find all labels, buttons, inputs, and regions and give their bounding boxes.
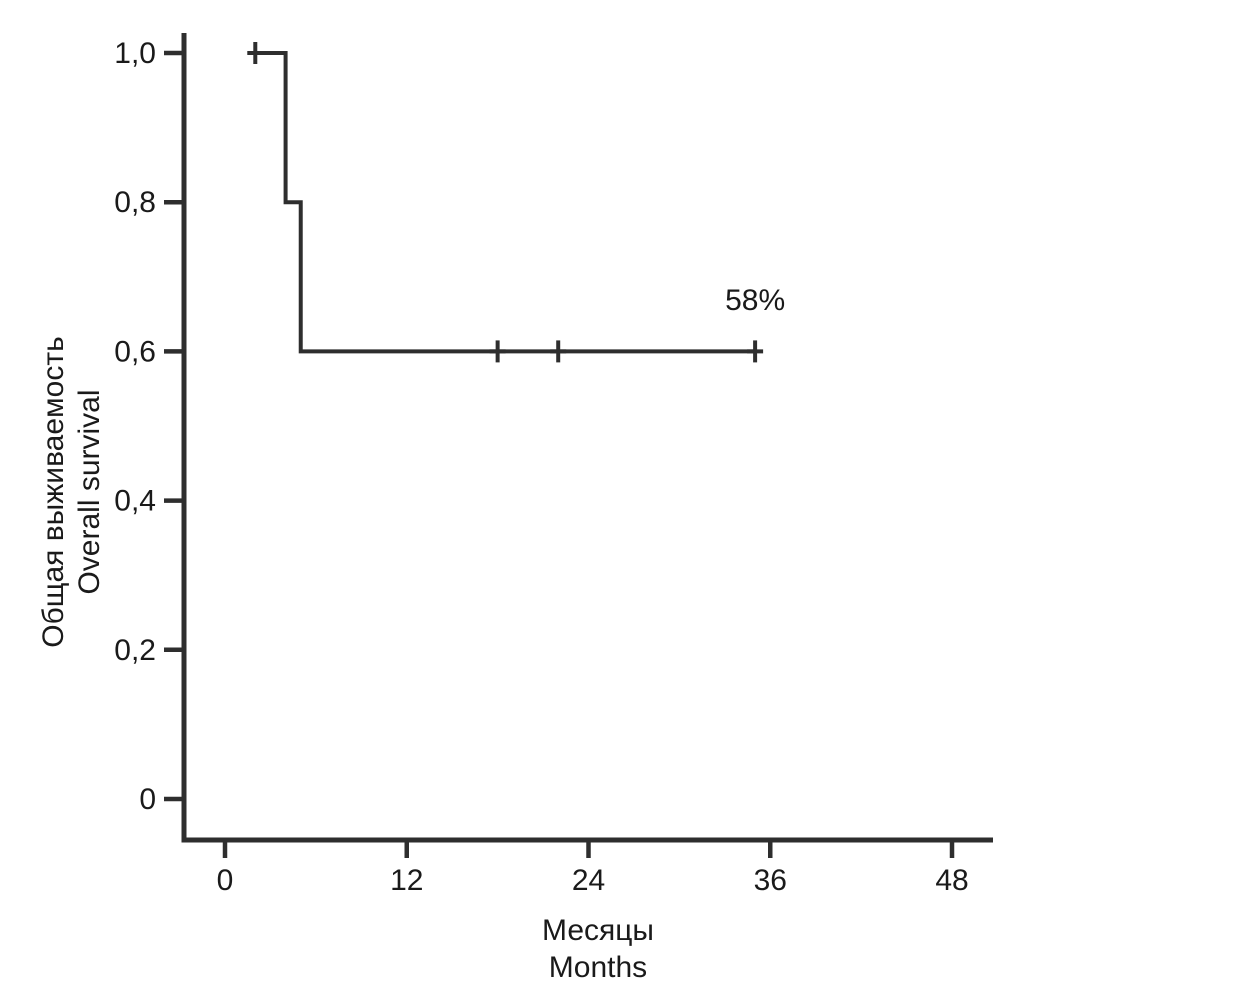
survival-rate-annotation: 58% [725,284,786,318]
x-tick-label: 12 [390,864,423,897]
y-axis-title-ru: Общая выживаемость [37,336,70,648]
y-tick-label: 1,0 [114,37,156,70]
y-tick-label: 0,2 [114,634,156,667]
y-tick-label: 0,6 [114,335,156,368]
x-tick-label: 36 [754,864,787,897]
x-axis-title: Месяцы Months [542,912,654,986]
y-axis-title: Общая выживаемость Overall survival [36,336,108,647]
x-tick-label: 0 [217,864,234,897]
survival-curve [247,51,756,354]
axes [181,33,993,843]
y-tick-label: 0,4 [114,485,156,518]
x-axis-title-ru: Месяцы [541,914,655,947]
y-tick-label: 0,8 [114,186,156,219]
y-axis-title-en: Overall survival [73,389,106,595]
x-axis-ticks: 0 12 24 36 48 [217,840,969,897]
censor-marks [247,42,764,363]
x-tick-label: 24 [572,864,605,897]
x-axis-title-en: Months [548,951,648,984]
x-tick-label: 48 [935,864,968,897]
y-tick-label: 0 [139,783,156,816]
y-axis-ticks: 0 0,2 0,4 0,6 0,8 1,0 [114,37,184,816]
